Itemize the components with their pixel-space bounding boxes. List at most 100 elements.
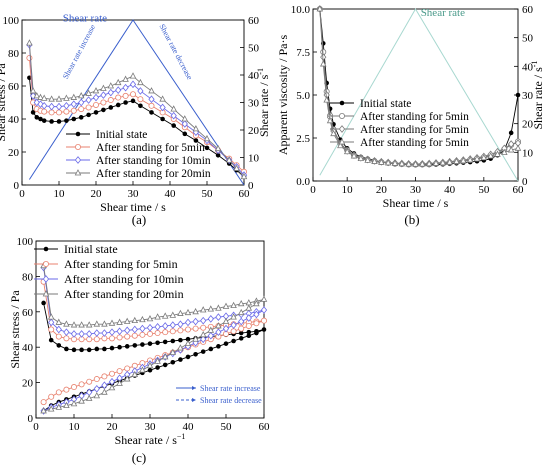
data-point (139, 324, 146, 333)
data-point (55, 102, 63, 111)
legend-entry: After standing for 10min (64, 272, 184, 286)
data-point (29, 87, 37, 94)
data-point (122, 75, 129, 82)
data-point (101, 320, 108, 327)
data-point (184, 318, 192, 327)
data-point (107, 97, 114, 104)
panel-c-hysteresis-loops: 0 10 20 30 40 50 60 0 20 40 60 80 100 Shear rate / s−… (8, 236, 270, 465)
data-point (170, 105, 177, 112)
data-point (107, 88, 114, 97)
data-point (177, 344, 184, 351)
key-arrow (192, 386, 196, 390)
legend-entry: After standing for 10min (96, 155, 211, 167)
data-point (254, 330, 259, 336)
data-point (199, 330, 207, 338)
x-tick-label: 20 (91, 188, 103, 200)
data-point (108, 384, 116, 391)
data-point (109, 370, 116, 377)
data-point (71, 384, 78, 391)
data-point (124, 326, 131, 335)
data-point (40, 399, 47, 406)
series-line (28, 43, 245, 178)
data-point (130, 98, 136, 104)
data-point (246, 333, 252, 338)
data-point (215, 153, 221, 158)
data-point (48, 109, 55, 116)
data-point (93, 329, 100, 337)
x-tick-label: 30 (145, 421, 157, 433)
data-point (169, 321, 176, 329)
annotation-rate-increase: Shear rate increase (61, 23, 98, 81)
legend-marker (43, 246, 49, 252)
data-point (240, 172, 248, 180)
data-point (148, 87, 155, 94)
data-point (93, 392, 101, 399)
data-point (86, 378, 93, 385)
data-point (116, 327, 123, 336)
data-point (116, 318, 123, 325)
data-point (78, 397, 85, 404)
data-point (100, 84, 107, 91)
data-point (86, 330, 93, 338)
data-point (94, 346, 100, 352)
data-point (253, 299, 260, 307)
data-point (222, 324, 230, 333)
data-point (48, 318, 55, 327)
data-point (182, 131, 188, 137)
key-label: Shear rate increase (200, 384, 261, 393)
x-tick-label: 20 (376, 184, 388, 196)
data-point (514, 144, 522, 151)
data-point (501, 148, 508, 156)
data-point (238, 336, 244, 341)
data-point (137, 87, 144, 95)
y2-tick-label: 40 (248, 70, 260, 82)
data-point (55, 389, 62, 396)
data-point (207, 315, 214, 323)
data-point (139, 315, 146, 323)
data-point (162, 362, 168, 368)
key-label: Shear rate decrease (200, 396, 262, 405)
data-point (193, 138, 199, 143)
x-tick-label: 40 (444, 184, 456, 196)
data-point (41, 101, 48, 110)
y-tick-label: 100 (3, 15, 20, 27)
y-tick-label: 60 (22, 307, 34, 319)
data-point (55, 325, 62, 334)
legend-marker (338, 125, 346, 133)
data-point (391, 159, 399, 166)
data-point (155, 365, 160, 370)
data-point (177, 320, 184, 329)
data-point (93, 384, 100, 393)
data-point (178, 337, 183, 343)
data-point (70, 399, 78, 407)
data-point (200, 349, 206, 354)
series-line (28, 57, 245, 173)
data-point (55, 318, 63, 325)
data-point (147, 341, 153, 346)
data-point (101, 388, 108, 395)
data-point (101, 329, 108, 337)
data-point (48, 337, 54, 343)
y2-tick-label: 60 (248, 15, 260, 27)
data-point (230, 321, 237, 329)
data-point (117, 344, 122, 350)
y-tick-label: 7.5 (296, 47, 310, 59)
data-point (63, 108, 70, 115)
y-tick-label: 40 (8, 114, 20, 126)
shear-rate-line (28, 19, 245, 186)
data-point (115, 94, 122, 101)
data-point (170, 111, 177, 120)
annotation-shear-rate: Shear rate (63, 13, 107, 25)
y-axis-label: Shear stress / Pa (0, 63, 8, 142)
data-point (101, 381, 108, 390)
data-point (453, 157, 460, 164)
data-point (237, 299, 245, 307)
series-3 (316, 5, 522, 167)
legend-entry: After standing for 5min (360, 137, 469, 149)
data-point (93, 101, 100, 108)
data-point (245, 314, 252, 322)
data-point (238, 325, 245, 332)
data-point (214, 144, 222, 152)
